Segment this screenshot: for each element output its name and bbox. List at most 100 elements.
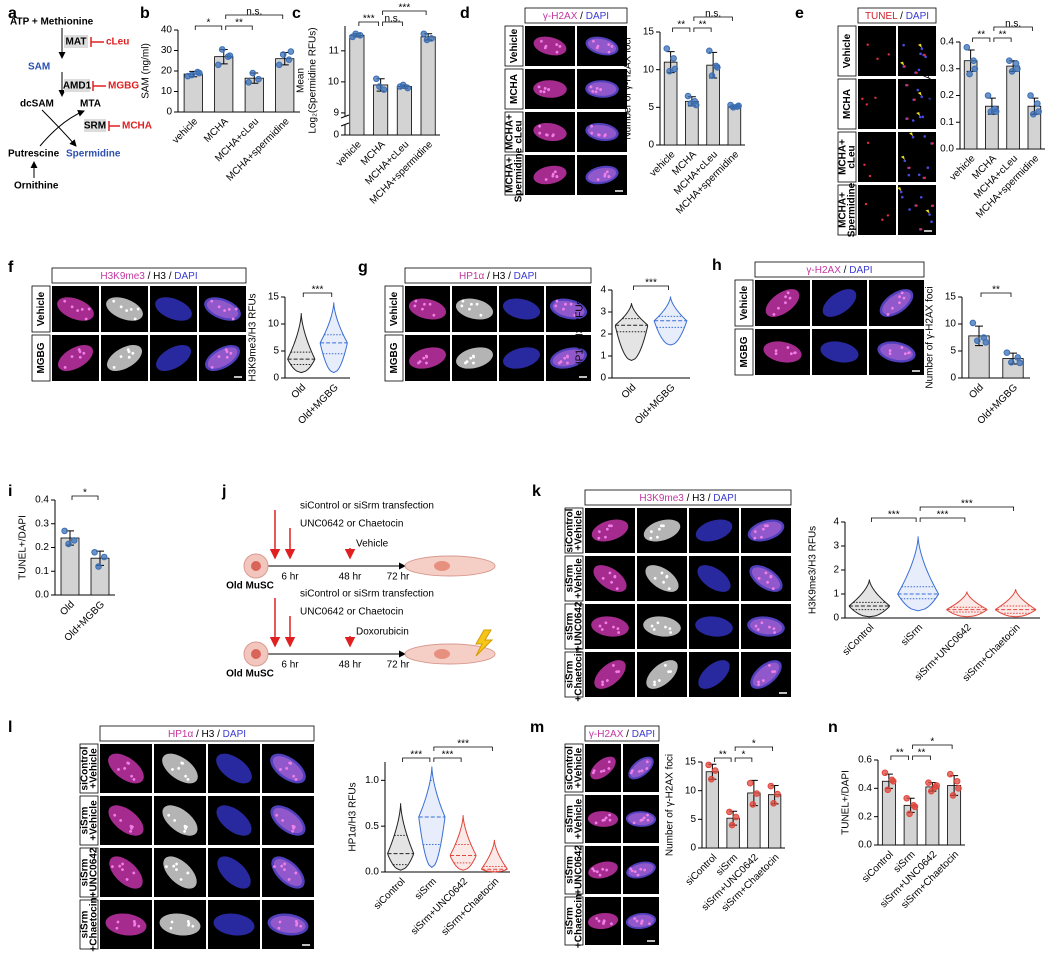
nucleus xyxy=(533,80,567,98)
x-tick-label: Old xyxy=(58,599,77,618)
focus xyxy=(421,307,424,311)
tunel-dot xyxy=(920,228,923,231)
focus xyxy=(414,299,418,303)
focus xyxy=(224,348,228,352)
focus xyxy=(637,770,641,773)
tunel-dot xyxy=(915,71,918,74)
significance-bracket xyxy=(433,757,462,762)
data-point xyxy=(963,44,971,51)
nucleus xyxy=(695,519,733,542)
focus xyxy=(554,304,558,308)
data-point xyxy=(881,769,889,777)
row-label-line: +Vehicle xyxy=(88,800,99,841)
header-segment: HP1α xyxy=(459,271,484,282)
data-point xyxy=(373,75,380,83)
tunel-dot xyxy=(931,142,934,145)
violin xyxy=(387,803,415,871)
focus xyxy=(187,922,191,925)
data-point xyxy=(706,47,713,55)
focus xyxy=(543,87,547,90)
nucleus xyxy=(591,519,629,542)
focus xyxy=(111,865,114,869)
row-label: siSrm+Chaetocin xyxy=(564,647,584,701)
focus xyxy=(784,295,787,299)
y-tick-label: 2 xyxy=(833,565,839,576)
focus xyxy=(653,680,656,684)
header-segment: / H3 / xyxy=(145,271,174,282)
row-label: Vehicle xyxy=(389,291,400,326)
focus xyxy=(756,628,760,631)
header-segment: DAPI xyxy=(849,265,872,276)
significance-bracket xyxy=(912,744,953,749)
focus xyxy=(768,664,771,667)
row-label-box xyxy=(384,334,404,382)
row-label-box xyxy=(504,111,524,153)
row-label-line: siSrm xyxy=(564,805,575,833)
nucleus-dot xyxy=(911,135,915,139)
data-point xyxy=(732,813,740,821)
y-axis-label: TUNEL+/DAPI xyxy=(841,770,852,835)
focus xyxy=(294,778,298,781)
focus xyxy=(665,574,669,578)
nucleus xyxy=(763,341,802,363)
header-segment: DAPI xyxy=(586,11,609,22)
focus xyxy=(539,90,543,93)
significance-label: * xyxy=(930,737,934,748)
image-header-box xyxy=(524,7,628,24)
row-label-line: Vehicle xyxy=(36,291,47,326)
focus xyxy=(558,44,562,48)
header-segment: DAPI xyxy=(713,493,736,504)
arrowhead xyxy=(900,155,905,160)
y-tick-label: 5 xyxy=(950,346,956,357)
y-tick-label: 0.4 xyxy=(35,495,49,506)
nucleus xyxy=(57,345,94,371)
header-segment: / xyxy=(577,11,585,22)
focus xyxy=(542,90,546,94)
data-point xyxy=(966,70,973,78)
y-tick-label: 0.1 xyxy=(940,117,954,128)
focus xyxy=(479,313,483,317)
significance-label: *** xyxy=(410,750,422,761)
focus xyxy=(898,295,901,299)
focus xyxy=(789,352,793,356)
significance-bracket xyxy=(972,37,991,42)
y-tick-label: 1 xyxy=(833,589,839,600)
overlay xyxy=(750,521,782,540)
focus xyxy=(538,131,542,135)
focus xyxy=(757,683,760,686)
data-point xyxy=(884,786,892,794)
y-tick-label: 1.0 xyxy=(365,775,379,786)
nucleus-dot xyxy=(920,47,924,51)
focus xyxy=(592,769,596,773)
row-label-line: MGBG xyxy=(739,336,750,367)
pathway-substrate: ATP + Methionine xyxy=(10,17,94,28)
focus xyxy=(591,90,595,93)
timeline-step: siControl or siSrm transfection xyxy=(300,501,434,512)
focus xyxy=(133,317,137,321)
row-label-line: siControl xyxy=(564,508,575,552)
row-label-line: +Vehicle xyxy=(573,558,584,599)
focus xyxy=(888,349,892,353)
focus xyxy=(760,621,764,625)
data-point xyxy=(61,527,68,535)
row-label: siSrm+Chaetocin xyxy=(564,894,584,948)
focus xyxy=(469,356,473,360)
enzyme: AMD1 xyxy=(63,81,92,92)
damage-bolt xyxy=(475,629,494,657)
focus xyxy=(179,878,183,881)
significance-label: ** xyxy=(977,30,985,41)
header-segment: DAPI xyxy=(906,11,929,22)
nucleus-dot xyxy=(928,213,931,216)
significance-bracket xyxy=(358,21,380,26)
data-point xyxy=(287,48,295,55)
focus xyxy=(285,767,289,770)
x-tick-label: vehicle xyxy=(334,139,364,169)
row-label: siControl+Vehicle xyxy=(79,746,99,790)
header-segment: / xyxy=(897,11,905,22)
significance-label: n.s. xyxy=(246,7,262,18)
violin xyxy=(614,303,649,361)
focus xyxy=(595,870,599,874)
y-tick-label: 0 xyxy=(950,373,956,384)
cell-nucleus xyxy=(434,561,450,571)
